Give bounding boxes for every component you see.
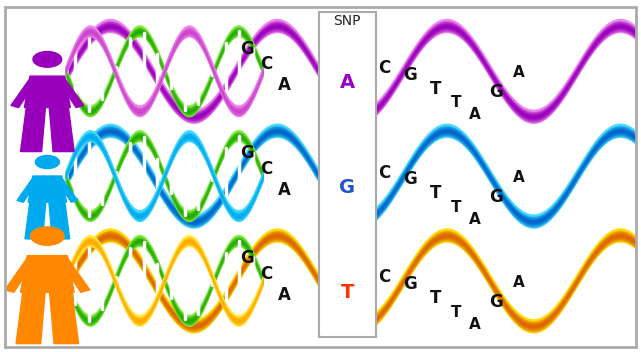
Text: T: T <box>451 305 461 320</box>
Bar <box>319 12 376 337</box>
Text: A: A <box>512 275 524 290</box>
Text: T: T <box>340 283 354 302</box>
Polygon shape <box>59 78 84 108</box>
Text: G: G <box>240 249 254 267</box>
Circle shape <box>31 227 64 245</box>
Text: C: C <box>378 268 390 286</box>
Text: G: G <box>339 178 355 197</box>
Text: G: G <box>403 170 417 188</box>
Polygon shape <box>24 76 71 108</box>
Text: C: C <box>378 59 390 77</box>
Text: SNP: SNP <box>333 14 361 27</box>
Text: T: T <box>429 184 441 202</box>
Text: C: C <box>260 55 272 73</box>
Polygon shape <box>49 202 70 239</box>
Text: A: A <box>469 317 481 332</box>
Polygon shape <box>28 176 67 202</box>
Text: G: G <box>489 188 503 206</box>
Polygon shape <box>49 108 74 152</box>
Text: G: G <box>240 39 254 57</box>
Circle shape <box>33 51 62 67</box>
Polygon shape <box>21 256 74 292</box>
Polygon shape <box>61 258 90 292</box>
Polygon shape <box>17 178 38 202</box>
Text: A: A <box>278 76 290 94</box>
Text: T: T <box>429 80 441 98</box>
Text: T: T <box>451 95 461 110</box>
Text: G: G <box>240 144 254 162</box>
Text: A: A <box>512 170 524 185</box>
Polygon shape <box>11 78 36 108</box>
Text: A: A <box>469 107 481 122</box>
Polygon shape <box>49 292 79 344</box>
Polygon shape <box>16 292 45 344</box>
Text: A: A <box>278 286 290 304</box>
Polygon shape <box>25 202 46 239</box>
Polygon shape <box>57 178 78 202</box>
Text: G: G <box>403 275 417 293</box>
Text: G: G <box>489 293 503 311</box>
Text: G: G <box>403 66 417 84</box>
Text: C: C <box>260 160 272 178</box>
Polygon shape <box>5 258 34 292</box>
Text: A: A <box>512 65 524 81</box>
Text: G: G <box>489 83 503 101</box>
Text: C: C <box>378 164 390 182</box>
Text: C: C <box>260 265 272 283</box>
Text: T: T <box>451 200 461 215</box>
Text: T: T <box>429 289 441 307</box>
Text: A: A <box>340 73 355 92</box>
Text: A: A <box>469 212 481 227</box>
Text: A: A <box>278 181 290 199</box>
Polygon shape <box>21 108 46 152</box>
Circle shape <box>35 156 60 169</box>
